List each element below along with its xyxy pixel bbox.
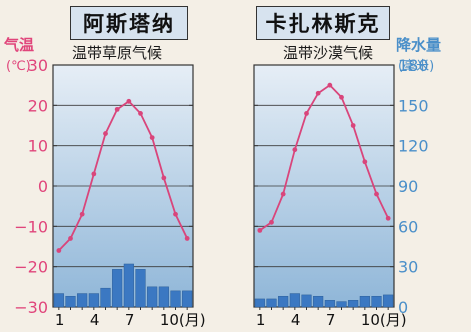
temperature-point	[115, 107, 120, 112]
temperature-point	[138, 111, 143, 116]
temperature-tick-label: −20	[14, 258, 48, 277]
x-tick-label: 7	[326, 311, 336, 329]
precipitation-bar	[112, 269, 122, 307]
temperature-point	[281, 192, 286, 197]
temperature-point	[304, 111, 309, 116]
temperature-point	[362, 159, 367, 164]
temperature-point	[173, 212, 178, 217]
temperature-point	[68, 236, 73, 241]
precipitation-bar	[77, 294, 87, 307]
precipitation-bar	[383, 295, 393, 307]
temperature-point	[269, 220, 274, 225]
precipitation-bar	[325, 300, 335, 307]
temperature-point	[316, 91, 321, 96]
x-tick-label: 1	[55, 311, 65, 329]
temperature-tick-label: 0	[38, 177, 48, 196]
temperature-point	[56, 248, 61, 253]
precipitation-bar	[267, 299, 277, 307]
temperature-point	[292, 147, 297, 152]
precipitation-bar	[147, 287, 157, 307]
precipitation-tick-label: 90	[398, 177, 418, 196]
precipitation-tick-label: 0	[398, 298, 408, 317]
temperature-point	[91, 172, 96, 177]
precipitation-bar	[171, 291, 181, 307]
temperature-point	[103, 131, 108, 136]
x-tick-label: 10(月)	[160, 311, 206, 329]
precipitation-tick-label: 180	[398, 56, 429, 75]
precipitation-bar	[302, 295, 312, 307]
temperature-tick-label: 30	[28, 56, 48, 75]
precipitation-bar	[159, 287, 169, 307]
precipitation-bar	[182, 291, 192, 307]
temperature-point	[80, 212, 85, 217]
temperature-point	[351, 123, 356, 128]
precipitation-tick-label: 150	[398, 96, 429, 115]
temperature-point	[126, 99, 131, 104]
temperature-point	[327, 83, 332, 88]
precipitation-bar	[255, 299, 265, 307]
temperature-tick-label: −30	[14, 298, 48, 317]
precipitation-tick-label: 60	[398, 217, 418, 236]
temperature-point	[161, 176, 166, 181]
precipitation-bar	[101, 288, 111, 307]
x-tick-label: 7	[125, 311, 135, 329]
temperature-point	[150, 135, 155, 140]
precipitation-bar	[372, 296, 382, 307]
precipitation-bar	[360, 296, 370, 307]
temperature-point	[185, 236, 190, 241]
x-tick-label: 4	[90, 311, 100, 329]
temperature-point	[374, 192, 379, 197]
precipitation-bar	[54, 294, 64, 307]
x-tick-label: 4	[291, 311, 301, 329]
precipitation-bar	[313, 296, 323, 307]
precipitation-bar	[290, 294, 300, 307]
temperature-tick-label: −10	[14, 217, 48, 236]
temperature-point	[339, 95, 344, 100]
precipitation-bar	[124, 264, 134, 307]
temperature-tick-label: 10	[28, 137, 48, 156]
precipitation-bar	[66, 296, 76, 307]
precipitation-tick-label: 120	[398, 137, 429, 156]
temperature-point	[386, 216, 391, 221]
x-tick-label: 1	[256, 311, 266, 329]
precipitation-tick-label: 30	[398, 258, 418, 277]
precipitation-bar	[89, 294, 99, 307]
temperature-point	[257, 228, 262, 233]
precipitation-bar	[337, 302, 347, 307]
temperature-tick-label: 20	[28, 96, 48, 115]
precipitation-bar	[136, 269, 146, 307]
precipitation-bar	[348, 300, 358, 307]
precipitation-bar	[278, 296, 288, 307]
